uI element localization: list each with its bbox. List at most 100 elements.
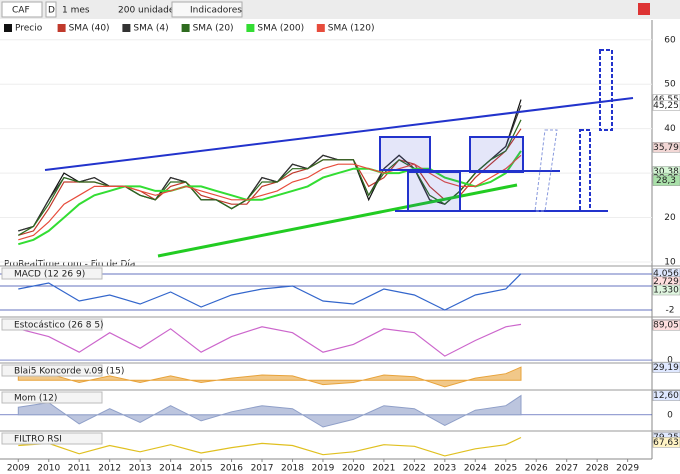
trend-line [44, 97, 634, 171]
value-tag-label: 67,63 [653, 438, 679, 448]
panel-title: FILTRO RSI [14, 435, 62, 445]
alert-icon[interactable] [638, 3, 650, 15]
y-tick-label: 10 [664, 258, 676, 268]
line [18, 436, 522, 457]
line [18, 105, 522, 232]
watermark: ProRealTime.com - Fin de Día [4, 260, 135, 270]
y-tick-label: 60 [664, 35, 676, 45]
legend-swatch [4, 24, 12, 32]
panel-title: Mom (12) [14, 394, 57, 404]
line [18, 150, 522, 246]
value-tag [652, 362, 680, 373]
legend-box [1, 391, 103, 404]
legend-label: SMA (40) [69, 24, 110, 34]
x-tick-label: 2028 [586, 464, 609, 474]
x-tick-label: 2016 [220, 464, 243, 474]
symbol-box[interactable] [1, 1, 43, 18]
legend-swatch [122, 24, 131, 32]
value-tag-label: 2,729 [653, 277, 679, 287]
period-type-box[interactable] [45, 1, 57, 18]
box [469, 136, 524, 173]
x-tick-label: 2017 [251, 464, 274, 474]
panel-title: Blai5 Koncorde v.09 (15) [14, 367, 124, 377]
projection [534, 129, 558, 212]
line [18, 154, 522, 241]
y-tick-label: 0 [667, 356, 673, 366]
legend-label: SMA (200) [257, 24, 304, 34]
x-tick-label: 2021 [372, 464, 395, 474]
value-tag [652, 319, 680, 331]
legend-label: Precio [15, 24, 43, 34]
x-tick-label: 2025 [494, 464, 517, 474]
box [379, 136, 431, 171]
x-tick-label: 2015 [190, 464, 213, 474]
x-tick-label: 2023 [433, 464, 456, 474]
area [17, 394, 522, 428]
symbol[interactable]: CAF [12, 6, 30, 16]
value-tag [652, 437, 680, 448]
legend-swatch [316, 24, 325, 32]
value-tag [652, 100, 680, 111]
legend-box [1, 364, 103, 377]
indicators-box[interactable] [171, 1, 243, 18]
y-tick-label: 20 [664, 213, 676, 223]
x-tick-label: 2022 [403, 464, 426, 474]
area [17, 366, 522, 388]
toolbar [0, 0, 680, 19]
legend-label: SMA (20) [193, 24, 234, 34]
x-tick-label: 2026 [525, 464, 548, 474]
x-tick-label: 2020 [342, 464, 365, 474]
value-tag-label: 4,056 [653, 269, 679, 279]
line [18, 273, 522, 311]
x-tick-label: 2014 [159, 464, 182, 474]
box [407, 171, 461, 212]
period-type[interactable]: D [48, 6, 55, 16]
value-tag-label: 35,79 [653, 143, 679, 153]
x-tick-label: 2011 [68, 464, 91, 474]
value-tag-label: 28,3 [656, 176, 676, 186]
value-tag [652, 142, 680, 153]
y-tick-label: -2 [666, 306, 675, 316]
trend-line [157, 183, 518, 258]
line [18, 323, 522, 357]
legend-swatch [57, 24, 66, 32]
y-tick-label: 0 [667, 410, 673, 420]
value-tag-label: 1,330 [653, 286, 679, 296]
units[interactable]: 200 unidades [118, 6, 179, 16]
legend-swatch [181, 24, 190, 32]
value-tag-label: 89,05 [653, 321, 679, 331]
projection [579, 129, 591, 212]
x-tick-label: 2012 [98, 464, 121, 474]
legend-box [1, 432, 103, 445]
x-tick-label: 2027 [555, 464, 578, 474]
panel-title: Estocástico (26 8 5) [14, 321, 104, 331]
value-tag [652, 175, 680, 186]
x-tick-label: 2009 [7, 464, 30, 474]
value-tag-label: 45,25 [653, 101, 679, 111]
y-tick-label: 50 [664, 80, 676, 90]
period[interactable]: 1 mes [62, 6, 90, 16]
drawings [44, 49, 634, 258]
legend-label: SMA (4) [133, 24, 168, 34]
value-tag-label: 29,19 [653, 363, 679, 373]
projection [599, 49, 613, 131]
legend-swatch [246, 24, 255, 32]
legend-box [1, 318, 103, 331]
x-tick-label: 2013 [129, 464, 152, 474]
value-tag-label: 12,60 [653, 391, 679, 401]
legend-box [1, 267, 103, 280]
panel-title: MACD (12 26 9) [14, 270, 85, 280]
legend-label: SMA (120) [328, 24, 375, 34]
indicators[interactable]: Indicadores [190, 6, 242, 16]
x-tick-label: 2010 [37, 464, 60, 474]
value-tag-label: 30,38 [653, 167, 679, 177]
value-tag-label: 46,55 [653, 95, 679, 105]
value-tag [652, 390, 680, 401]
x-tick-label: 2018 [281, 464, 304, 474]
value-tag [652, 284, 680, 296]
x-tick-label: 2019 [312, 464, 335, 474]
x-tick-label: 2024 [464, 464, 487, 474]
